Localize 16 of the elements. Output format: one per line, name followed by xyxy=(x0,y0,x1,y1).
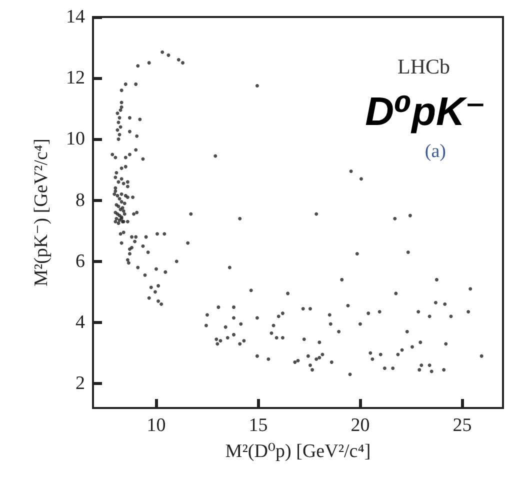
y-axis-title: M²(pK⁻) [GeV²/c⁴] xyxy=(31,138,52,286)
x-tick-label: 25 xyxy=(452,415,472,436)
y-tick-label: 10 xyxy=(66,128,85,150)
x-tick-label: 20 xyxy=(350,415,370,436)
y-tick-label: 4 xyxy=(76,312,86,333)
x-tick-label: 10 xyxy=(146,415,166,436)
annotation: LHCb xyxy=(398,54,450,78)
y-tick-label: 8 xyxy=(76,190,85,211)
annotation: D⁰pK⁻ xyxy=(365,90,486,134)
y-tick-label: 14 xyxy=(66,6,86,28)
y-tick-label: 6 xyxy=(76,250,85,272)
x-axis-title: M²(D⁰p) [GeV²/c⁴] xyxy=(225,441,371,462)
annotation: (a) xyxy=(424,141,446,162)
y-tick-label: 2 xyxy=(76,373,85,394)
y-tick-label: 12 xyxy=(66,68,85,89)
x-tick-label: 15 xyxy=(248,415,268,436)
